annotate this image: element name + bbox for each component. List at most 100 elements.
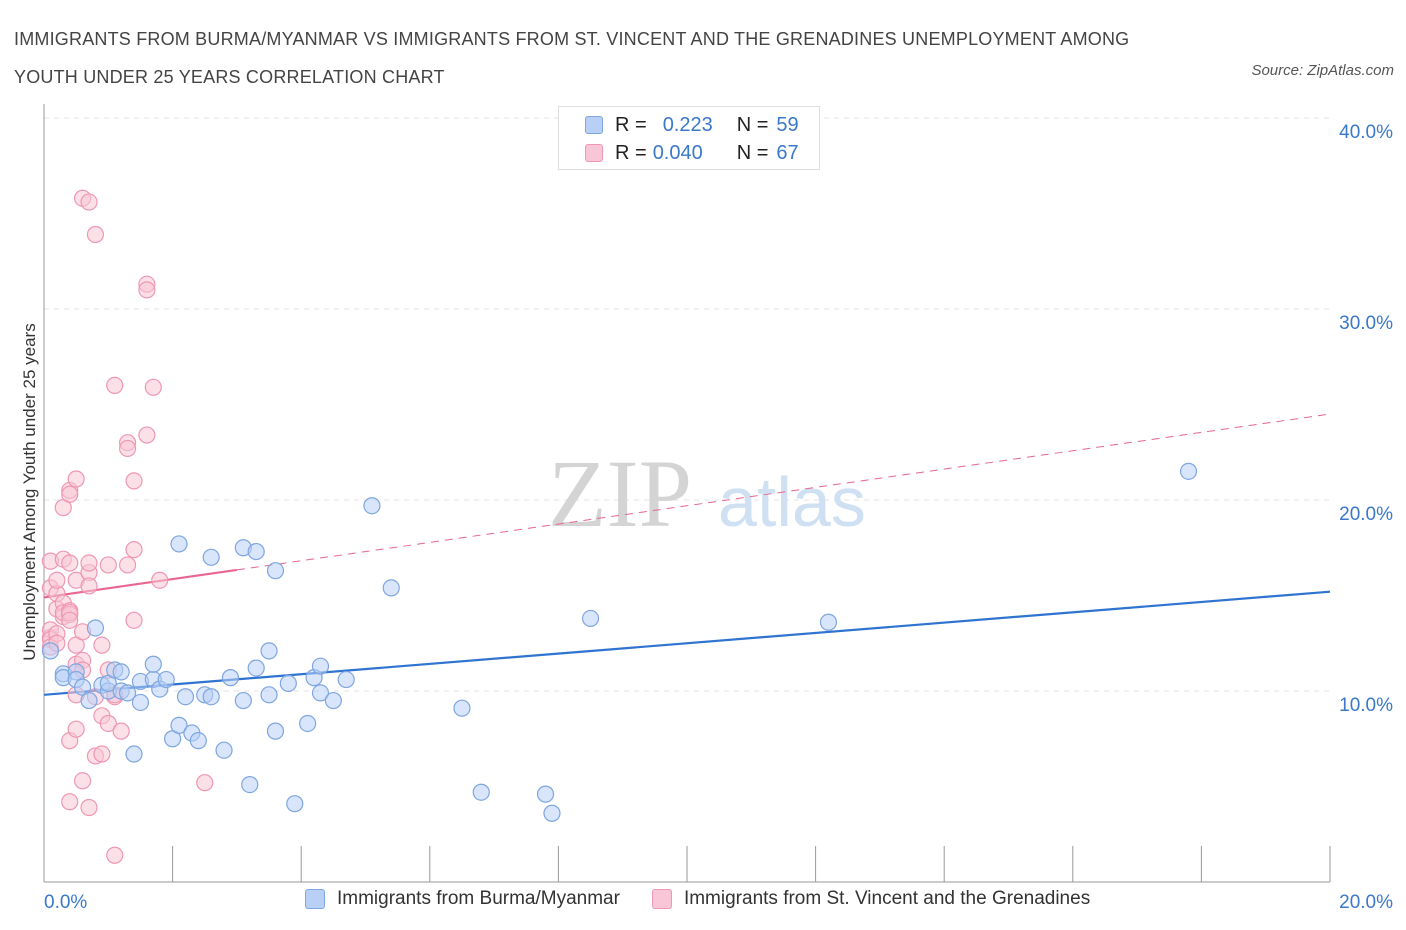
data-point-stvincent <box>106 846 124 864</box>
tick-labels: 10.0% 20.0% 30.0% 40.0% 0.0% 20.0% <box>44 122 1393 913</box>
data-point-burma <box>241 775 259 794</box>
data-point-stvincent <box>61 485 79 503</box>
data-point-stvincent <box>196 774 214 792</box>
legend-r-value: 0.223 <box>662 113 713 136</box>
data-point-stvincent <box>112 722 130 740</box>
data-point-burma <box>299 714 317 733</box>
data-point-stvincent <box>125 472 143 490</box>
data-point-burma <box>221 669 240 687</box>
data-point-stvincent <box>106 376 124 394</box>
data-point-stvincent <box>151 571 169 589</box>
data-point-burma <box>112 663 130 681</box>
legend-swatch-pink <box>585 144 603 162</box>
data-point-burma <box>202 688 220 706</box>
data-point-stvincent <box>144 378 162 396</box>
data-point-burma <box>260 686 278 704</box>
data-point-burma <box>472 783 490 801</box>
axes <box>43 104 1331 883</box>
series-legend: Immigrants from Burma/Myanmar Immigrants… <box>305 888 1090 910</box>
data-point-burma <box>131 693 150 712</box>
legend-r-label: R = <box>615 141 647 164</box>
data-point-stvincent <box>61 554 79 572</box>
legend-swatch-blue <box>585 116 603 134</box>
legend-n-value: 59 <box>776 113 799 136</box>
data-point-stvincent <box>67 720 85 738</box>
data-point-burma <box>266 562 285 580</box>
data-point-burma <box>536 785 555 803</box>
data-point-burma <box>581 609 600 628</box>
data-point-stvincent <box>138 426 156 444</box>
data-point-burma <box>170 716 188 734</box>
source-label: Source: ZipAtlas.com <box>1251 62 1394 79</box>
correlation-legend: R = 0.223 N = 59 R = 0.040 N = 67 <box>558 106 820 170</box>
data-point-burma <box>337 670 355 689</box>
trend-line-stvincent-dashed <box>236 413 1331 571</box>
watermark-zip: ZIP <box>548 440 692 547</box>
data-point-burma <box>286 795 304 813</box>
data-point-burma <box>247 542 265 561</box>
data-point-burma <box>311 657 330 675</box>
watermark: ZIP atlas <box>548 440 866 547</box>
data-point-burma <box>157 670 175 689</box>
y-tick-label: 40.0% <box>1339 122 1393 143</box>
data-point-stvincent <box>118 439 137 458</box>
data-point-stvincent <box>61 611 79 629</box>
data-point-burma <box>247 659 265 677</box>
legend-row-burma: R = 0.223 N = 59 <box>585 113 799 137</box>
data-point-burma <box>80 691 98 710</box>
data-point-burma <box>189 732 207 750</box>
legend-n-value: 67 <box>776 141 799 164</box>
legend-n-label: N = <box>736 141 769 164</box>
series-swatch-pink <box>651 889 672 909</box>
data-point-stvincent <box>138 281 156 299</box>
data-point-burma <box>543 804 561 822</box>
trend-line-stvincent <box>43 568 238 599</box>
data-point-stvincent <box>99 714 117 733</box>
data-point-stvincent <box>67 470 85 488</box>
data-point-stvincent <box>93 745 111 763</box>
data-point-burma <box>176 688 195 706</box>
trend-line-burma <box>43 590 1331 696</box>
y-tick-label: 10.0% <box>1339 695 1393 716</box>
legend-r-label: R = <box>615 113 647 136</box>
data-point-stvincent <box>99 556 117 574</box>
data-point-burma <box>41 642 60 660</box>
data-point-burma <box>234 691 252 710</box>
legend-r-value: 0.040 <box>652 141 703 164</box>
series-swatch-blue <box>305 889 325 909</box>
legend-n-label: N = <box>736 113 769 136</box>
data-point-stvincent <box>93 636 111 654</box>
series-label-burma: Immigrants from Burma/Myanmar <box>337 888 620 909</box>
data-point-burma <box>382 579 400 597</box>
data-point-stvincent <box>61 793 79 811</box>
trend-lines <box>43 413 1331 696</box>
data-point-stvincent <box>80 798 98 817</box>
x-tick-label: 20.0% <box>1339 892 1393 913</box>
data-point-burma <box>144 655 162 673</box>
y-tick-label: 30.0% <box>1339 313 1393 334</box>
data-point-stvincent <box>80 193 98 211</box>
data-point-stvincent <box>118 556 137 574</box>
data-point-burma <box>202 548 220 566</box>
data-point-stvincent <box>125 541 143 559</box>
data-point-burma <box>311 684 330 702</box>
data-point-burma <box>125 745 143 763</box>
data-point-burma <box>819 613 838 631</box>
data-point-stvincent <box>48 571 66 589</box>
legend-row-stvincent: R = 0.040 N = 67 <box>585 141 799 165</box>
x-tick-label: 0.0% <box>44 892 87 913</box>
data-point-stvincent <box>73 772 92 790</box>
data-point-stvincent <box>80 577 98 595</box>
data-point-burma <box>170 535 188 553</box>
data-point-burma <box>453 699 471 717</box>
data-point-burma <box>324 691 342 710</box>
data-point-burma <box>86 619 105 637</box>
data-point-burma <box>215 741 233 759</box>
watermark-atlas: atlas <box>718 463 866 541</box>
data-point-burma <box>260 642 278 660</box>
data-point-burma <box>118 684 137 702</box>
y-tick-label: 20.0% <box>1339 504 1393 525</box>
data-point-stvincent <box>80 554 98 572</box>
data-point-stvincent <box>86 225 105 244</box>
